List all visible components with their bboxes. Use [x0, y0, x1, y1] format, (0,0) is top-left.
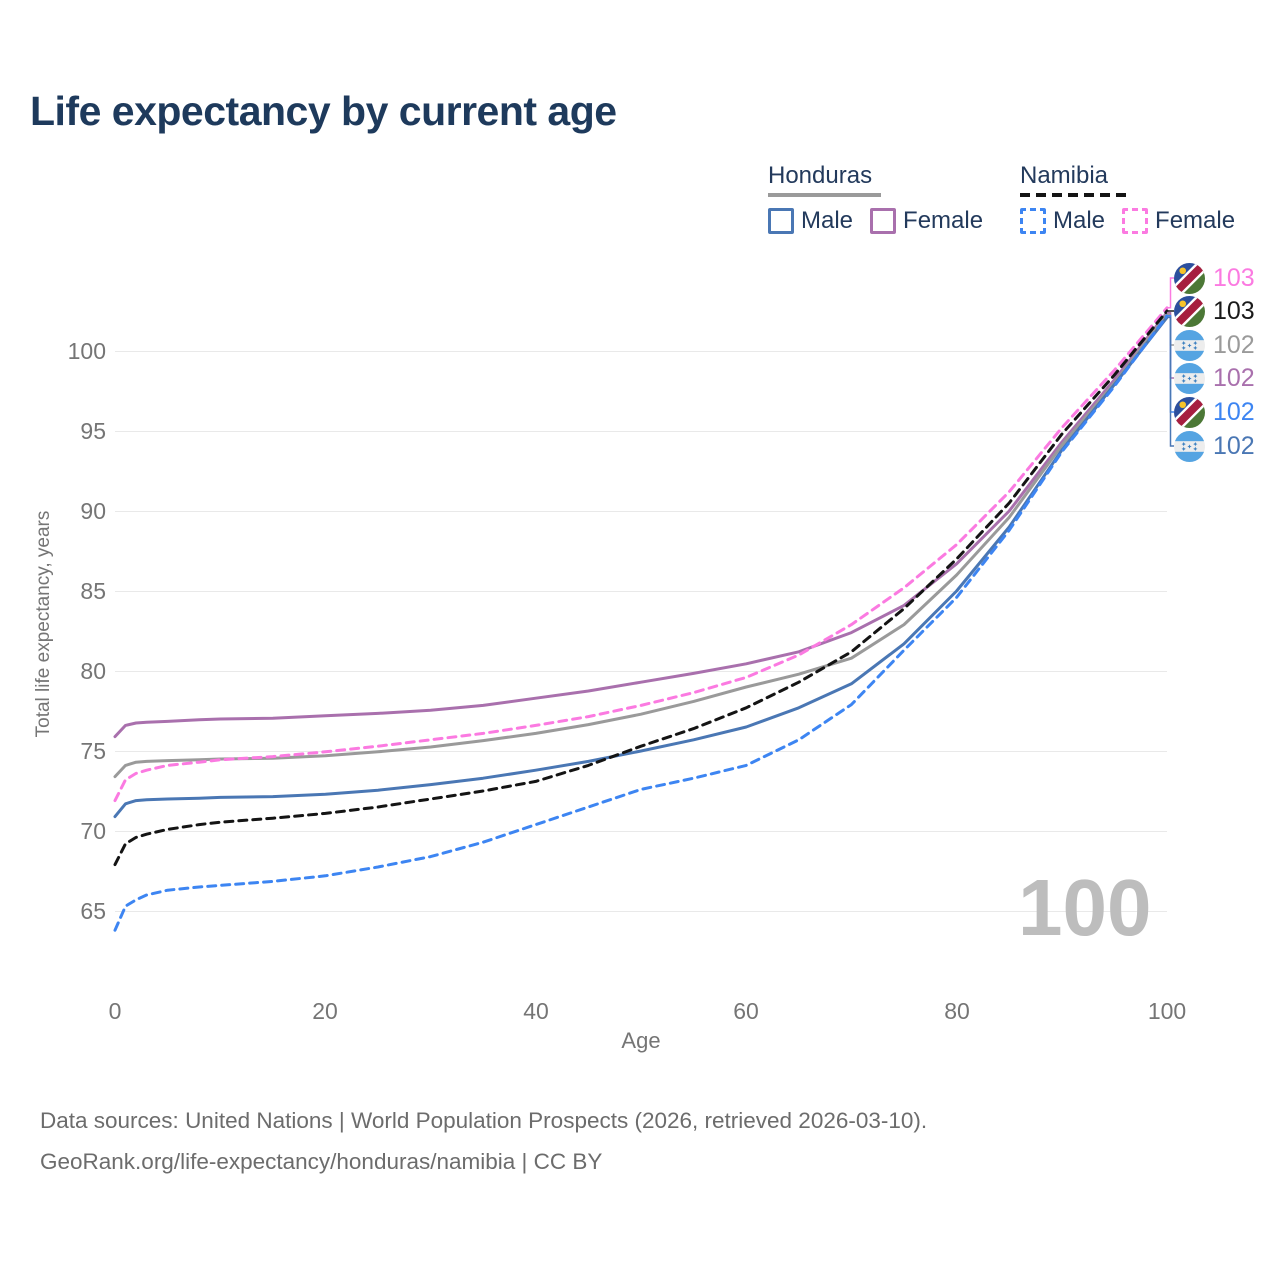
end-label-value: 103 [1213, 263, 1255, 292]
gridline-85 [115, 591, 1167, 592]
end-label-row: 103 [1174, 262, 1255, 294]
gridline-80 [115, 671, 1167, 672]
gridline-95 [115, 431, 1167, 432]
legend-country-namibia[interactable]: Namibia [1020, 162, 1109, 189]
end-label-value: 102 [1213, 397, 1255, 426]
series-line-honduras-total [113, 312, 1169, 779]
legend-swatch-honduras-female[interactable] [870, 208, 897, 235]
legend-country-honduras[interactable]: Honduras [768, 162, 873, 189]
y-tick-85: 85 [80, 578, 106, 604]
end-label-row: 102 [1174, 396, 1255, 428]
x-tick-80: 80 [944, 998, 970, 1024]
series-line-honduras-male [113, 315, 1169, 819]
y-tick-100: 100 [67, 338, 106, 364]
legend-swatch-namibia-male[interactable] [1020, 208, 1046, 235]
x-tick-20: 20 [312, 998, 338, 1024]
y-tick-65: 65 [80, 898, 106, 924]
end-label-value: 103 [1213, 296, 1255, 325]
series-line-honduras-female [113, 311, 1169, 739]
legend-label-namibia-male[interactable]: Male [1053, 207, 1106, 235]
end-label-row: 103 [1174, 295, 1255, 327]
legend-group-honduras: Honduras Male Female [768, 162, 984, 235]
x-tick-100: 100 [1147, 998, 1187, 1024]
end-label-connector-namibia-female [1167, 277, 1174, 309]
namibia-flag-icon [1174, 396, 1205, 428]
end-label-value: 102 [1213, 330, 1255, 359]
x-tick-40: 40 [523, 998, 549, 1024]
end-label-connector-honduras-male [1167, 316, 1174, 447]
legend-group-namibia: Namibia Male Female [1020, 162, 1236, 235]
footer-attribution: GeoRank.org/life-expectancy/honduras/nam… [40, 1149, 603, 1174]
legend-label-namibia-female[interactable]: Female [1155, 207, 1236, 235]
gridline-100 [115, 351, 1167, 352]
series-line-namibia-total [113, 309, 1169, 867]
legend-label-honduras-male[interactable]: Male [801, 207, 854, 235]
y-tick-70: 70 [80, 818, 106, 844]
end-label-row: 102 [1174, 362, 1255, 394]
y-tick-80: 80 [80, 658, 106, 684]
legend-rule-namibia-dashed [1020, 193, 1130, 198]
end-label-value: 102 [1213, 363, 1255, 392]
x-tick-0: 0 [108, 998, 122, 1024]
namibia-flag-icon [1174, 295, 1205, 327]
honduras-flag-icon [1174, 329, 1205, 361]
series-line-namibia-male [113, 314, 1169, 932]
honduras-flag-icon [1174, 362, 1205, 394]
x-axis-title: Age [621, 1028, 661, 1053]
footer-data-sources: Data sources: United Nations | World Pop… [40, 1108, 928, 1133]
y-tick-90: 90 [80, 498, 106, 524]
honduras-flag-icon [1174, 430, 1205, 462]
end-label-row: 102 [1174, 430, 1255, 462]
age-watermark: 100 [1018, 863, 1152, 952]
y-tick-95: 95 [80, 418, 106, 444]
gridline-70 [115, 831, 1167, 832]
series-line-namibia-female [113, 306, 1169, 803]
namibia-flag-icon [1174, 262, 1205, 294]
legend-swatch-namibia-female[interactable] [1122, 208, 1149, 235]
legend-swatch-honduras-male[interactable] [768, 208, 794, 235]
page-title: Life expectancy by current age [30, 88, 617, 134]
end-label-value: 102 [1213, 431, 1255, 460]
legend-label-honduras-female[interactable]: Female [903, 207, 984, 235]
y-tick-75: 75 [80, 738, 106, 764]
gridline-90 [115, 511, 1167, 512]
legend-rule-honduras-solid [768, 193, 881, 198]
gridline-65 [115, 911, 1167, 912]
end-label-row: 102 [1174, 329, 1255, 361]
x-tick-60: 60 [733, 998, 759, 1024]
